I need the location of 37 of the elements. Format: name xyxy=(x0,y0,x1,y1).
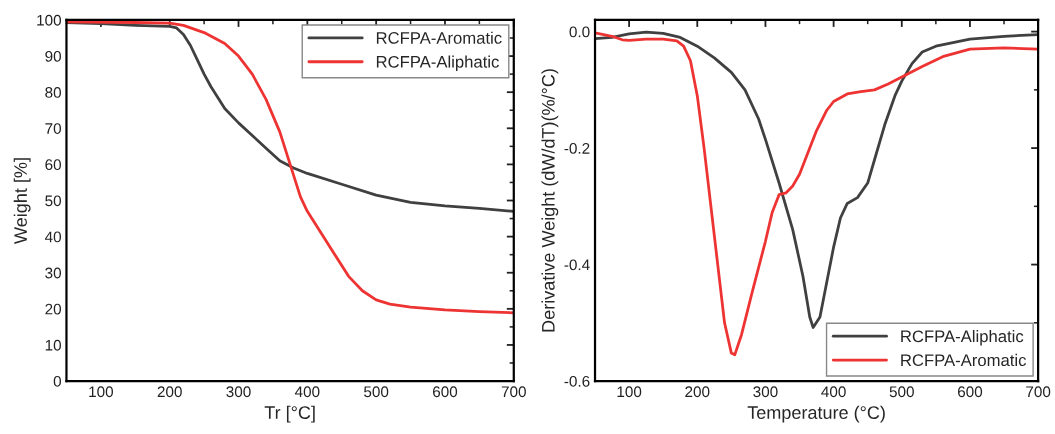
legend-label: RCFPA-Aliphatic xyxy=(376,55,499,72)
y-tick-label: 20 xyxy=(45,303,62,315)
x-tick-label: 400 xyxy=(821,386,846,398)
y-axis-title: Weight [%] xyxy=(13,158,31,244)
y-tick-label: 0.0 xyxy=(569,26,590,38)
y-tick-label: 70 xyxy=(45,123,62,134)
x-axis-title: Tr [°C] xyxy=(264,405,315,423)
y-tick-label: 0 xyxy=(53,375,62,387)
x-tick-label: 600 xyxy=(957,386,983,398)
x-tick-label: 100 xyxy=(89,386,114,398)
x-tick-label: 400 xyxy=(294,386,320,398)
y-axis-title: Derivative Weight (dW/dT)(%/°C) xyxy=(541,69,559,332)
x-tick-label: 200 xyxy=(157,386,182,398)
x-axis-title: Temperature (°C) xyxy=(747,405,885,423)
x-tick-label: 700 xyxy=(501,386,526,398)
y-tick-label: 30 xyxy=(45,267,62,279)
y-tick-label: 10 xyxy=(45,339,62,351)
y-tick-label: 100 xyxy=(37,14,62,26)
legend-label: RCFPA-Aliphatic xyxy=(901,329,1024,346)
y-tick-label: -0.2 xyxy=(564,142,590,154)
y-tick-label: 50 xyxy=(45,195,62,207)
x-tick-label: 600 xyxy=(433,386,458,398)
legend-label: RCFPA-Aromatic xyxy=(376,31,502,44)
y-tick-label: 60 xyxy=(45,159,62,171)
x-tick-label: 500 xyxy=(889,386,914,398)
y-tick-label: -0.6 xyxy=(564,375,590,387)
legend-label: RCFPA-Aromatic xyxy=(901,353,1027,367)
x-tick-label: 500 xyxy=(364,386,389,398)
x-tick-label: 300 xyxy=(753,386,778,398)
x-tick-label: 200 xyxy=(685,386,710,398)
y-tick-label: -0.4 xyxy=(564,259,590,271)
x-tick-label: 100 xyxy=(617,386,642,398)
y-tick-label: 40 xyxy=(44,231,62,243)
y-tick-label: 90 xyxy=(45,50,62,62)
x-tick-label: 300 xyxy=(226,386,251,398)
x-tick-label: 700 xyxy=(1026,386,1051,398)
y-tick-label: 80 xyxy=(45,87,62,98)
